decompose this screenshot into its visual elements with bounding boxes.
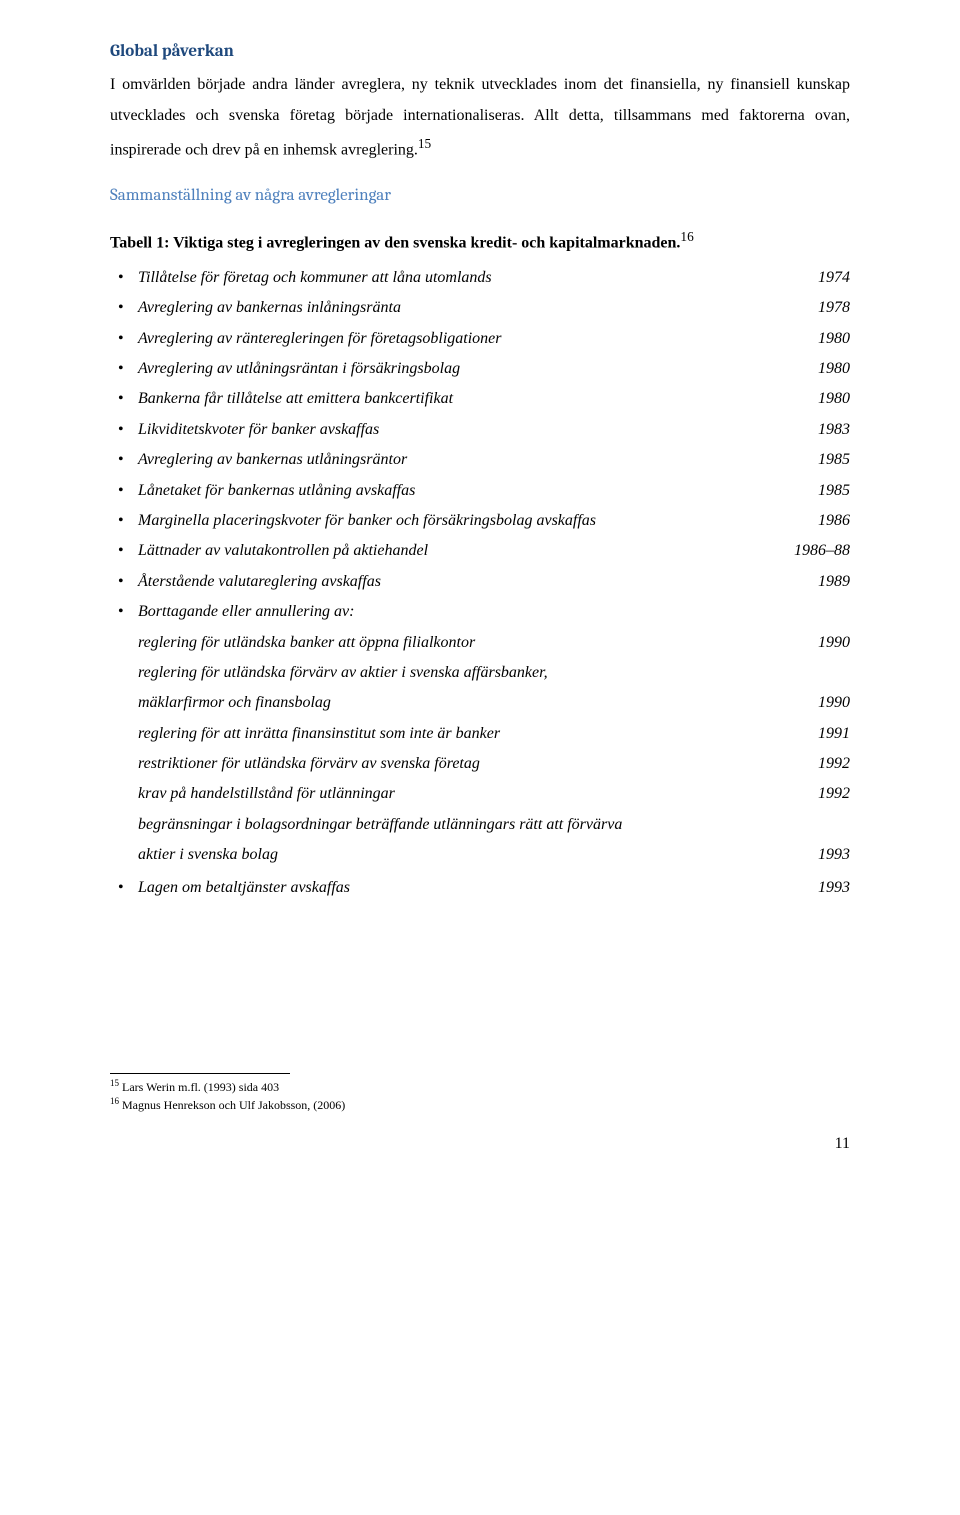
- sub-item-label: begränsningar i bolagsordningar beträffa…: [138, 810, 842, 840]
- sub-item: restriktioner för utländska förvärv av s…: [138, 749, 850, 779]
- intro-paragraph: I omvärlden började andra länder avregle…: [110, 70, 850, 166]
- footnote-ref-16: 16: [680, 229, 693, 244]
- list-item-label: Lättnader av valutakontrollen på aktieha…: [138, 536, 786, 566]
- sub-item-year: [842, 658, 850, 688]
- sub-item-year: [842, 810, 850, 840]
- footnote-text: Lars Werin m.fl. (1993) sida 403: [119, 1080, 279, 1094]
- sub-item: reglering för utländska banker att öppna…: [138, 628, 850, 658]
- list-item-year: 1986–88: [786, 536, 850, 566]
- list-item-year: 1986: [810, 506, 850, 536]
- sub-item-year: 1991: [810, 719, 850, 749]
- sub-item: reglering för att inrätta finansinstitut…: [138, 719, 850, 749]
- list-item-group-head: Borttagande eller annullering av:: [110, 597, 850, 627]
- list-item: Marginella placeringskvoter för banker o…: [110, 506, 850, 536]
- table-title: Tabell 1: Viktiga steg i avregleringen a…: [110, 224, 850, 259]
- deregulation-list: Tillåtelse för företag och kommuner att …: [110, 263, 850, 628]
- page-number: 11: [110, 1129, 850, 1159]
- footnotes: 15 Lars Werin m.fl. (1993) sida 403 16 M…: [110, 1073, 850, 1113]
- sub-item-year: 1993: [810, 840, 850, 870]
- deregulation-list-tail: Lagen om betaltjänster avskaffas1993: [110, 873, 850, 903]
- list-item: Lånetaket för bankernas utlåning avskaff…: [110, 476, 850, 506]
- list-item: Bankerna får tillåtelse att emittera ban…: [110, 384, 850, 414]
- sub-item: mäklarfirmor och finansbolag1990: [138, 688, 850, 718]
- sub-item-label: reglering för utländska förvärv av aktie…: [138, 658, 842, 688]
- sub-item-year: 1990: [810, 688, 850, 718]
- list-item-year: 1974: [810, 263, 850, 293]
- footnote-ref-15: 15: [418, 136, 431, 151]
- list-item-label: Tillåtelse för företag och kommuner att …: [138, 263, 810, 293]
- sub-item: begränsningar i bolagsordningar beträffa…: [138, 810, 850, 840]
- list-item: Avreglering av bankernas inlåningsränta1…: [110, 293, 850, 323]
- list-item-year: 1983: [810, 415, 850, 445]
- list-item-label: Avreglering av utlåningsräntan i försäkr…: [138, 354, 810, 384]
- sub-item-label: mäklarfirmor och finansbolag: [138, 688, 810, 718]
- list-item-year: 1985: [810, 445, 850, 475]
- sub-item-block: reglering för utländska banker att öppna…: [110, 628, 850, 871]
- paragraph-text: I omvärlden började andra länder avregle…: [110, 76, 850, 158]
- list-item-label: Avreglering av bankernas inlåningsränta: [138, 293, 810, 323]
- list-item-year: 1989: [810, 567, 850, 597]
- list-item-label: Lånetaket för bankernas utlåning avskaff…: [138, 476, 810, 506]
- subsection-heading: Sammanställning av några avregleringar: [110, 180, 850, 212]
- footnote: 15 Lars Werin m.fl. (1993) sida 403: [110, 1077, 850, 1095]
- sub-item-label: aktier i svenska bolag: [138, 840, 810, 870]
- list-item-label: Marginella placeringskvoter för banker o…: [138, 506, 810, 536]
- list-item: Tillåtelse för företag och kommuner att …: [110, 263, 850, 293]
- sub-item-label: restriktioner för utländska förvärv av s…: [138, 749, 810, 779]
- sub-item: aktier i svenska bolag1993: [138, 840, 850, 870]
- sub-item-year: 1992: [810, 779, 850, 809]
- list-item-year: 1993: [810, 873, 850, 903]
- footnote-separator: [110, 1073, 290, 1074]
- list-item-year: 1980: [810, 384, 850, 414]
- list-item-label: Avreglering av ränteregleringen för före…: [138, 324, 810, 354]
- list-item-label: Likviditetskvoter för banker avskaffas: [138, 415, 810, 445]
- footnote-num: 15: [110, 1078, 119, 1088]
- sub-item: reglering för utländska förvärv av aktie…: [138, 658, 850, 688]
- list-item: Likviditetskvoter för banker avskaffas19…: [110, 415, 850, 445]
- sub-item: krav på handelstillstånd för utlänningar…: [138, 779, 850, 809]
- sub-item-year: 1990: [810, 628, 850, 658]
- sub-item-year: 1992: [810, 749, 850, 779]
- list-item: Avreglering av ränteregleringen för före…: [110, 324, 850, 354]
- footnote: 16 Magnus Henrekson och Ulf Jakobsson, (…: [110, 1095, 850, 1113]
- list-item-year: 1978: [810, 293, 850, 323]
- list-item-year: 1980: [810, 324, 850, 354]
- footnote-num: 16: [110, 1096, 119, 1106]
- footnote-text: Magnus Henrekson och Ulf Jakobsson, (200…: [119, 1098, 345, 1112]
- list-item: Lagen om betaltjänster avskaffas1993: [110, 873, 850, 903]
- list-item: Återstående valutareglering avskaffas198…: [110, 567, 850, 597]
- sub-item-label: krav på handelstillstånd för utlänningar: [138, 779, 810, 809]
- list-item-label: Återstående valutareglering avskaffas: [138, 567, 810, 597]
- list-item-year: 1980: [810, 354, 850, 384]
- section-heading: Global påverkan: [110, 36, 850, 68]
- table-title-text: Tabell 1: Viktiga steg i avregleringen a…: [110, 234, 680, 251]
- list-item-label: Bankerna får tillåtelse att emittera ban…: [138, 384, 810, 414]
- list-item-label: Avreglering av bankernas utlåningsräntor: [138, 445, 810, 475]
- list-item-label: Lagen om betaltjänster avskaffas: [138, 873, 810, 903]
- list-item: Avreglering av utlåningsräntan i försäkr…: [110, 354, 850, 384]
- sub-item-label: reglering för att inrätta finansinstitut…: [138, 719, 810, 749]
- list-item-year: 1985: [810, 476, 850, 506]
- list-item: Avreglering av bankernas utlåningsräntor…: [110, 445, 850, 475]
- list-item: Lättnader av valutakontrollen på aktieha…: [110, 536, 850, 566]
- list-item-label: Borttagande eller annullering av:: [138, 597, 850, 627]
- sub-item-label: reglering för utländska banker att öppna…: [138, 628, 810, 658]
